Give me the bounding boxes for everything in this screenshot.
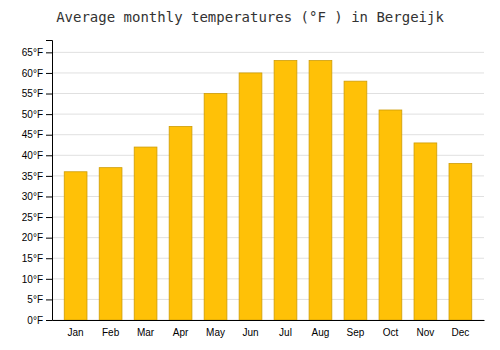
x-tick: Oct — [383, 327, 399, 338]
bar — [449, 164, 472, 320]
y-tick-mark — [46, 279, 52, 280]
grid — [52, 52, 484, 320]
x-tick: Jun — [242, 327, 258, 338]
x-tick-label: Feb — [102, 327, 120, 338]
x-tick-label: Aug — [312, 327, 330, 338]
y-tick: 65°F — [22, 47, 52, 58]
x-tick-label: Apr — [173, 327, 189, 338]
x-tick: Dec — [451, 327, 469, 338]
x-tick-label: Sep — [347, 327, 365, 338]
y-tick: 30°F — [22, 191, 52, 202]
y-tick: 55°F — [22, 88, 52, 99]
y-tick: 35°F — [22, 171, 52, 182]
x-tick: May — [206, 327, 225, 338]
x-tick-label: Jul — [279, 327, 292, 338]
y-tick: 5°F — [27, 294, 52, 305]
y-tick: 20°F — [22, 232, 52, 243]
y-tick-label: 20°F — [22, 232, 43, 243]
x-tick: Sep — [347, 327, 365, 338]
x-tick: Mar — [137, 327, 155, 338]
y-tick-mark — [46, 135, 52, 136]
x-tick-label: Mar — [137, 327, 155, 338]
bar — [239, 73, 262, 320]
bar — [379, 110, 402, 320]
y-tick-mark — [46, 258, 52, 259]
y-axis: 0°F 5°F 10°F 15°F 20°F 25°F 30°F 35°F 40°F 45°F 50… — [22, 41, 53, 326]
grid-line — [52, 134, 484, 135]
y-tick-mark — [46, 52, 52, 53]
y-tick-mark — [46, 238, 52, 239]
y-tick: 60°F — [22, 68, 52, 79]
y-tick-mark — [46, 299, 52, 300]
x-tick: Feb — [102, 327, 120, 338]
y-axis-line — [46, 41, 53, 321]
grid-line — [52, 52, 484, 53]
x-tick: Nov — [417, 327, 435, 338]
y-tick-label: 40°F — [22, 150, 43, 161]
x-tick-label: Jan — [68, 327, 84, 338]
x-tick: Jan — [68, 327, 84, 338]
bar — [274, 61, 297, 320]
bars — [64, 61, 472, 320]
bar — [204, 94, 227, 320]
y-tick-mark — [46, 176, 52, 177]
y-tick-label: 55°F — [22, 88, 43, 99]
grid-line — [52, 72, 484, 73]
x-tick: Apr — [173, 327, 189, 338]
y-tick-mark — [46, 114, 52, 115]
chart-svg: Average monthly temperatures (°F ) in Be… — [0, 0, 500, 350]
y-tick: 50°F — [22, 109, 52, 120]
bar — [344, 81, 367, 320]
grid-line — [52, 114, 484, 115]
y-tick-mark — [46, 73, 52, 74]
bar — [309, 61, 332, 320]
y-tick-label: 30°F — [22, 191, 43, 202]
bar — [134, 147, 157, 320]
y-tick: 40°F — [22, 150, 52, 161]
x-tick-label: May — [206, 327, 225, 338]
bar — [99, 168, 122, 320]
bar — [169, 126, 192, 320]
y-tick-label: 10°F — [22, 274, 43, 285]
x-tick-label: Oct — [383, 327, 399, 338]
y-tick-label: 5°F — [27, 294, 43, 305]
bar — [414, 143, 437, 320]
y-tick: 15°F — [22, 253, 52, 264]
chart-title: Average monthly temperatures (°F ) in Be… — [56, 9, 444, 25]
y-tick-label: 45°F — [22, 129, 43, 140]
plot-area: 0°F 5°F 10°F 15°F 20°F 25°F 30°F 35°F 40°F 45°F 50… — [22, 41, 485, 339]
y-tick-label: 50°F — [22, 109, 43, 120]
x-axis: Jan Feb Mar Apr May Jun Jul Aug Sep Oct Nov Dec — [53, 321, 485, 339]
y-tick-label: 0°F — [27, 315, 43, 326]
x-axis-line — [53, 320, 485, 321]
y-tick-label: 25°F — [22, 212, 43, 223]
x-tick-label: Nov — [417, 327, 435, 338]
grid-line — [52, 93, 484, 94]
x-tick-label: Dec — [451, 327, 469, 338]
bar — [64, 172, 87, 320]
x-tick-label: Jun — [242, 327, 258, 338]
y-tick-mark — [46, 217, 52, 218]
y-tick-label: 60°F — [22, 68, 43, 79]
y-tick: 45°F — [22, 129, 52, 140]
y-tick: 0°F — [27, 315, 52, 326]
y-tick-mark — [46, 196, 52, 197]
y-tick-label: 35°F — [22, 171, 43, 182]
y-tick-label: 15°F — [22, 253, 43, 264]
y-tick-mark — [46, 155, 52, 156]
y-tick: 10°F — [22, 274, 52, 285]
y-tick: 25°F — [22, 212, 52, 223]
x-tick: Jul — [279, 327, 292, 338]
y-tick-mark — [46, 94, 52, 95]
y-tick-mark — [46, 320, 52, 321]
x-tick: Aug — [312, 327, 330, 338]
y-tick-label: 65°F — [22, 47, 43, 58]
